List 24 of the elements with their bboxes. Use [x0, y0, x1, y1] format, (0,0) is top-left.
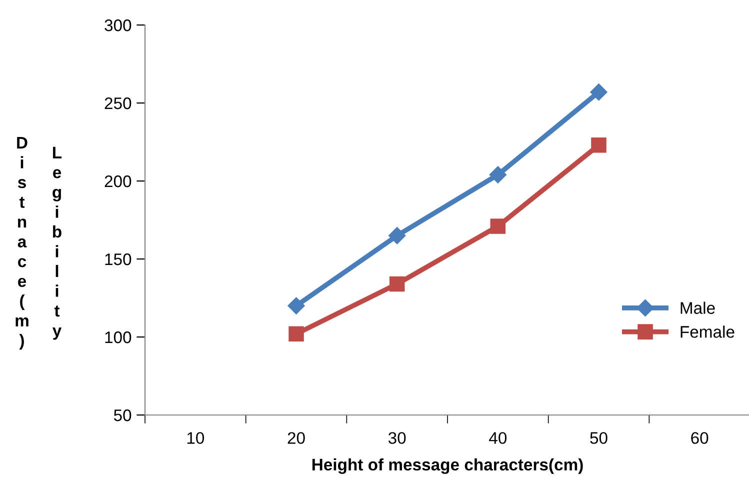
- x-tick-label: 20: [288, 432, 305, 444]
- x-tick-label: 50: [590, 432, 608, 444]
- x-tick-label: 10: [187, 432, 204, 444]
- legend-label: Male: [680, 302, 715, 314]
- point: [489, 166, 506, 184]
- y-tick-label: 300: [104, 19, 132, 32]
- y-tick-label: 50: [114, 409, 132, 422]
- point: [590, 84, 608, 101]
- y-tick-label: 150: [105, 253, 132, 266]
- point: [389, 276, 405, 292]
- legend-label: Female: [680, 326, 734, 338]
- point: [288, 297, 305, 314]
- point: [490, 218, 506, 234]
- y-tick-label: 100: [105, 331, 132, 344]
- x-tick-label: 40: [489, 432, 507, 444]
- x-axis-title: Height of message characters(cm): [312, 458, 583, 474]
- point: [288, 326, 304, 342]
- x-tick-label: 30: [388, 432, 406, 444]
- text: Legibility Distnace(m): [16, 137, 62, 350]
- y-tick-label: 250: [104, 97, 132, 110]
- point: [591, 137, 606, 153]
- x-tick-label: 60: [691, 432, 708, 444]
- point: [388, 227, 406, 244]
- y-tick-label: 200: [104, 175, 132, 188]
